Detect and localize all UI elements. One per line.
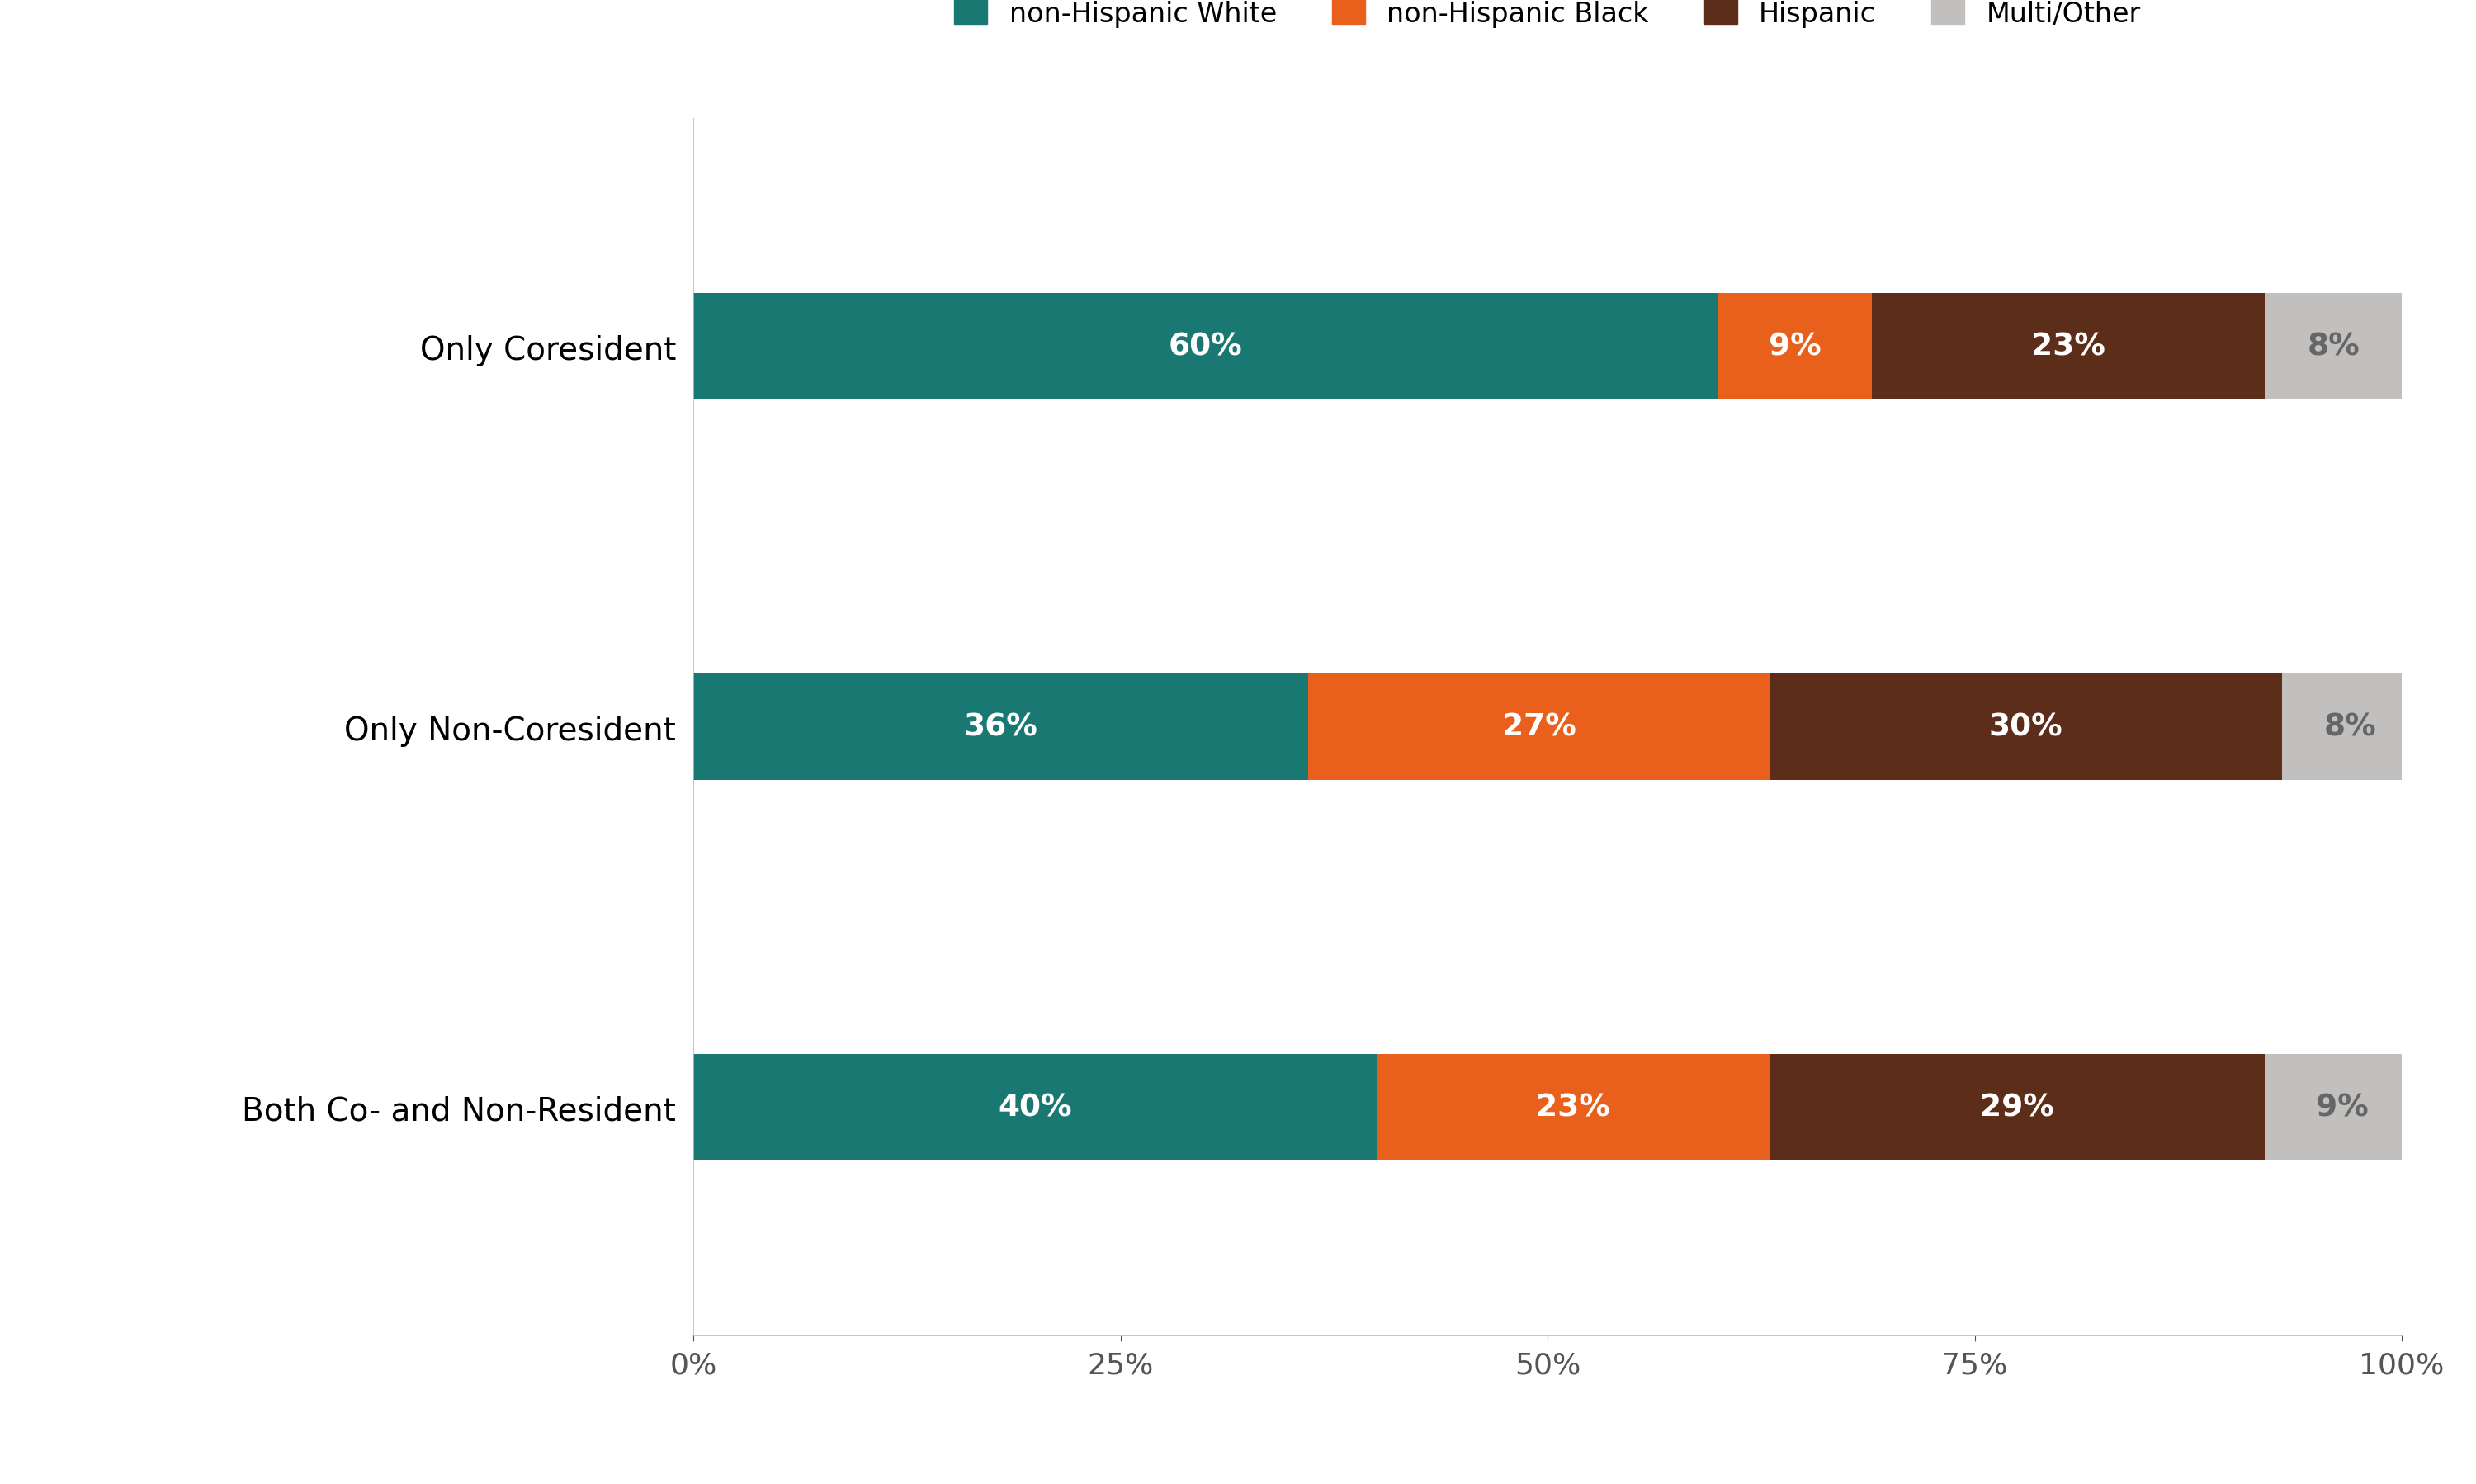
Bar xyxy=(1307,674,1770,781)
Legend: non-Hispanic White, non-Hispanic Black, Hispanic, Multi/Other: non-Hispanic White, non-Hispanic Black, … xyxy=(941,0,2154,42)
Bar xyxy=(693,674,1307,781)
Bar xyxy=(2283,674,2419,781)
Bar xyxy=(1377,1054,1770,1160)
Bar xyxy=(1718,294,1872,401)
Bar xyxy=(2266,294,2402,401)
Text: 9%: 9% xyxy=(1768,332,1822,362)
Bar xyxy=(693,294,1718,401)
Bar xyxy=(1770,674,2283,781)
Text: 40%: 40% xyxy=(998,1092,1072,1122)
Text: 8%: 8% xyxy=(2325,712,2377,742)
Text: 8%: 8% xyxy=(2308,332,2360,362)
Text: 30%: 30% xyxy=(1988,712,2063,742)
Text: 23%: 23% xyxy=(2030,332,2105,362)
Text: 29%: 29% xyxy=(1981,1092,2055,1122)
Text: 23%: 23% xyxy=(1535,1092,1609,1122)
Text: 60%: 60% xyxy=(1169,332,1243,362)
Text: 36%: 36% xyxy=(963,712,1037,742)
Bar xyxy=(2266,1054,2419,1160)
Text: 9%: 9% xyxy=(2315,1092,2367,1122)
Text: 27%: 27% xyxy=(1503,712,1577,742)
Bar xyxy=(1770,1054,2266,1160)
Bar xyxy=(693,1054,1377,1160)
Bar xyxy=(1872,294,2266,401)
